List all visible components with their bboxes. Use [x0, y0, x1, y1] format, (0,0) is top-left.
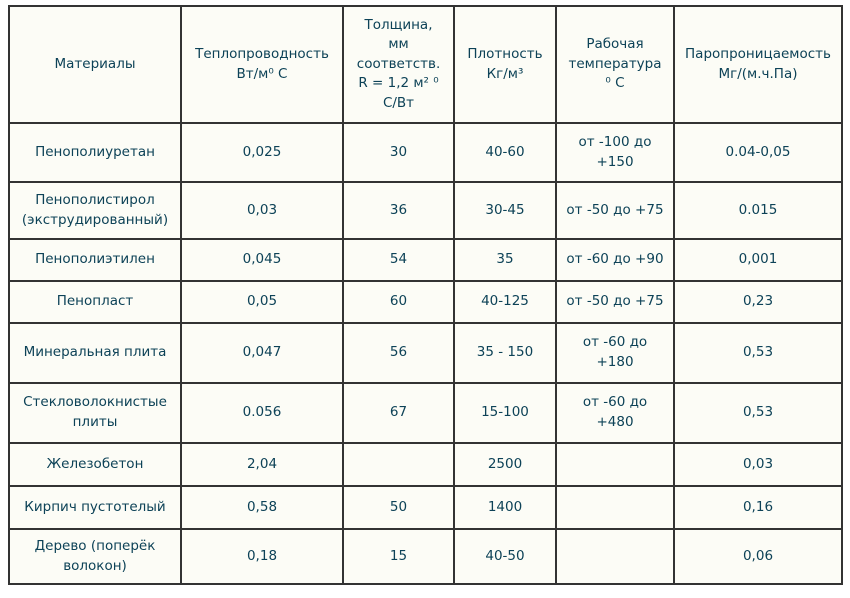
cell-temperature: от -50 до +75: [555, 181, 675, 240]
cell-permeability: 0,03: [673, 442, 843, 487]
table-row: Минеральная плита 0,047 56 35 - 150 от -…: [8, 322, 843, 384]
column-header-thickness: Толщина, мм соответств. R = 1,2 м² ⁰ С/В…: [342, 5, 455, 124]
table-row: Кирпич пустотелый 0,58 50 1400 0,16: [8, 485, 843, 530]
column-header-temperature: Рабочая температура ⁰ С: [555, 5, 675, 124]
cell-thickness: [342, 442, 455, 487]
cell-thickness: 60: [342, 280, 455, 324]
cell-material: Дерево (поперёк волокон): [8, 528, 182, 585]
cell-material: Стекловолокнистые плиты: [8, 382, 182, 444]
cell-thickness: 15: [342, 528, 455, 585]
cell-density: 15-100: [453, 382, 557, 444]
cell-density: 40-125: [453, 280, 557, 324]
cell-thickness: 54: [342, 238, 455, 282]
table-header-row: Материалы Теплопроводность Вт/м⁰ С Толщи…: [8, 5, 843, 124]
cell-density: 40-60: [453, 122, 557, 183]
cell-temperature: от -100 до +150: [555, 122, 675, 183]
cell-conductivity: 0,03: [180, 181, 344, 240]
cell-thickness: 56: [342, 322, 455, 384]
cell-material: Пенополиуретан: [8, 122, 182, 183]
cell-density: 35 - 150: [453, 322, 557, 384]
cell-material: Кирпич пустотелый: [8, 485, 182, 530]
cell-temperature: от -50 до +75: [555, 280, 675, 324]
column-header-density: Плотность Кг/м³: [453, 5, 557, 124]
cell-conductivity: 0.056: [180, 382, 344, 444]
cell-density: 35: [453, 238, 557, 282]
cell-conductivity: 0,045: [180, 238, 344, 282]
cell-conductivity: 0,025: [180, 122, 344, 183]
cell-conductivity: 0,05: [180, 280, 344, 324]
table-row: Пенополистирол (экструдированный) 0,03 3…: [8, 181, 843, 240]
cell-conductivity: 2,04: [180, 442, 344, 487]
cell-permeability: 0,53: [673, 382, 843, 444]
cell-permeability: 0,23: [673, 280, 843, 324]
cell-temperature: от -60 до +180: [555, 322, 675, 384]
table-row: Железобетон 2,04 2500 0,03: [8, 442, 843, 487]
table-row: Дерево (поперёк волокон) 0,18 15 40-50 0…: [8, 528, 843, 585]
column-header-conductivity: Теплопроводность Вт/м⁰ С: [180, 5, 344, 124]
cell-density: 1400: [453, 485, 557, 530]
cell-thickness: 50: [342, 485, 455, 530]
cell-temperature: от -60 до +480: [555, 382, 675, 444]
table-row: Пенополиэтилен 0,045 54 35 от -60 до +90…: [8, 238, 843, 282]
cell-material: Пенопласт: [8, 280, 182, 324]
cell-permeability: 0,16: [673, 485, 843, 530]
column-header-permeability: Паропроницаемость Мг/(м.ч.Па): [673, 5, 843, 124]
column-header-material: Материалы: [8, 5, 182, 124]
materials-comparison-table: Материалы Теплопроводность Вт/м⁰ С Толщи…: [8, 5, 843, 585]
cell-temperature: [555, 528, 675, 585]
cell-material: Пенополиэтилен: [8, 238, 182, 282]
cell-permeability: 0,06: [673, 528, 843, 585]
cell-permeability: 0,53: [673, 322, 843, 384]
cell-temperature: [555, 442, 675, 487]
cell-permeability: 0,001: [673, 238, 843, 282]
cell-conductivity: 0,18: [180, 528, 344, 585]
cell-permeability: 0.015: [673, 181, 843, 240]
cell-material: Железобетон: [8, 442, 182, 487]
cell-material: Пенополистирол (экструдированный): [8, 181, 182, 240]
cell-thickness: 36: [342, 181, 455, 240]
cell-conductivity: 0,58: [180, 485, 344, 530]
cell-density: 2500: [453, 442, 557, 487]
cell-temperature: [555, 485, 675, 530]
cell-conductivity: 0,047: [180, 322, 344, 384]
cell-material: Минеральная плита: [8, 322, 182, 384]
table-row: Пенопласт 0,05 60 40-125 от -50 до +75 0…: [8, 280, 843, 324]
cell-density: 30-45: [453, 181, 557, 240]
cell-temperature: от -60 до +90: [555, 238, 675, 282]
table-row: Стекловолокнистые плиты 0.056 67 15-100 …: [8, 382, 843, 444]
cell-thickness: 67: [342, 382, 455, 444]
cell-density: 40-50: [453, 528, 557, 585]
table-row: Пенополиуретан 0,025 30 40-60 от -100 до…: [8, 122, 843, 183]
cell-thickness: 30: [342, 122, 455, 183]
cell-permeability: 0.04-0,05: [673, 122, 843, 183]
